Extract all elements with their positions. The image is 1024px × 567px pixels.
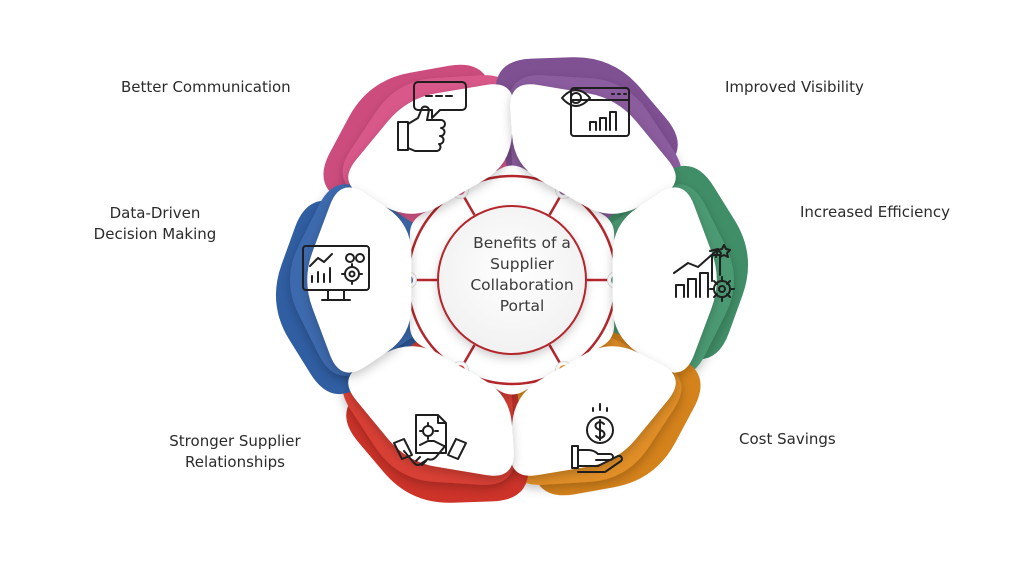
growth-chart-gear-icon: [673, 244, 735, 302]
segment-efficiency-tile: [612, 187, 717, 373]
hand-dollar-coin-icon: [571, 403, 623, 473]
central-hub: [399, 165, 625, 395]
segment-relationships-tile: [348, 346, 514, 476]
label-cost-savings: Cost Savings: [739, 430, 836, 448]
thumbs-up-chat-icon: [397, 81, 467, 152]
segment-communication-tile: [348, 84, 514, 214]
segment-visibility-tile: [510, 84, 676, 214]
hub-inner-ring: [437, 205, 587, 355]
label-better-communication: Better Communication: [121, 78, 291, 96]
label-improved-visibility: Improved Visibility: [725, 78, 864, 96]
label-increased-efficiency: Increased Efficiency: [800, 203, 951, 221]
label-stronger-supplier-relationships: Stronger Supplier Relationships: [169, 432, 301, 471]
eye-dashboard-icon: [561, 87, 630, 137]
segment-data-tile: [307, 187, 412, 373]
monitor-analytics-icon: [302, 245, 370, 301]
center-title: Benefits of a Supplier Collaboration Por…: [470, 234, 574, 315]
segment-fronts: [307, 84, 717, 476]
hub-inner-circle: [438, 206, 586, 354]
label-data-driven-decision-making: Data-Driven Decision Making: [93, 204, 217, 243]
handshake-document-icon: [393, 414, 467, 466]
segment-icons: [302, 81, 735, 473]
